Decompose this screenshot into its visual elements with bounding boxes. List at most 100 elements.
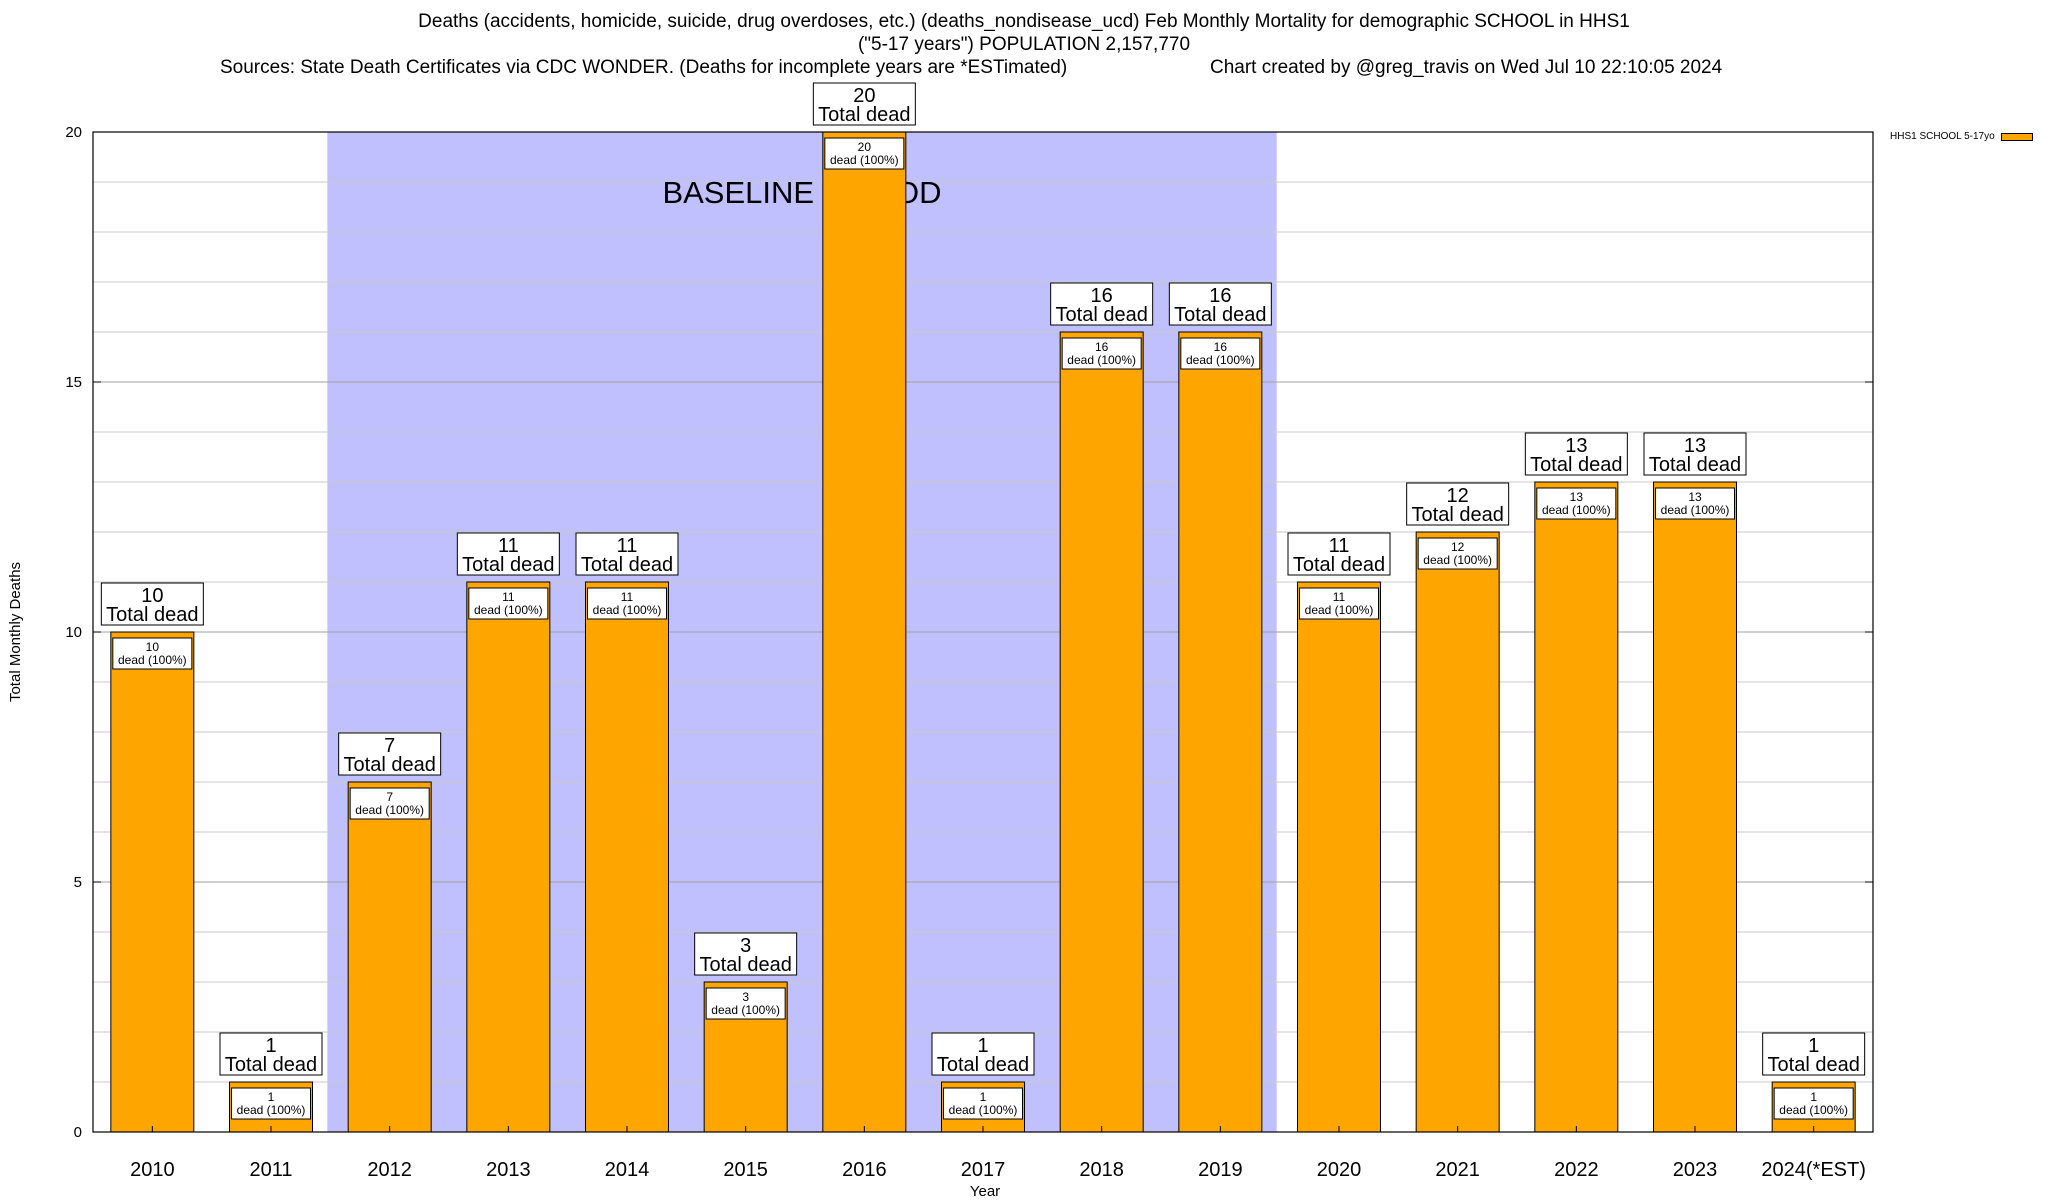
bar-inner-percent-label: dead (100%) [711,1003,780,1017]
bar-2018 [1059,331,1144,1133]
bar-total-label-box [812,82,916,126]
bar-inner-value: 13 [1570,490,1584,504]
plot-frame [92,131,1874,1133]
bar-total-value: 13 [1684,435,1706,457]
legend: HHS1 SCHOOL 5-17yo [1890,131,2033,142]
bar-total-dead-label: Total dead [1293,554,1385,576]
bar-total-dead-label: Total dead [1412,504,1504,526]
bar-2010 [110,631,195,1133]
bar-total-dead-label: Total dead [1649,454,1741,476]
bar-total-value: 12 [1447,485,1469,507]
bar-inner-value: 11 [1333,590,1346,604]
y-tick-label: 10 [65,624,82,641]
bar-total-dead-label: Total dead [344,754,436,776]
bar-total-value: 3 [740,935,751,957]
bar-inner-value: 16 [1214,340,1228,354]
bar-total-label-box [456,532,560,576]
bar-inner-percent-label: dead (100%) [1661,503,1730,517]
bar-inner-label-box [824,137,905,170]
bar-total-label-box [1524,432,1628,476]
bar-inner-label-box [231,1087,311,1120]
x-tick-label: 2017 [961,1159,1006,1181]
bar-inner-value: 16 [1095,340,1109,354]
chart-title: Deaths (accidents, homicide, suicide, dr… [418,11,1630,32]
bar-total-value: 1 [1808,1035,1819,1057]
bar-inner-percent-label: dead (100%) [949,1103,1018,1117]
bar-inner-label-box [468,587,549,620]
y-tick-label: 5 [74,874,82,891]
bar-inner-value: 3 [742,990,749,1004]
chart-sources: Sources: State Death Certificates via CD… [220,57,1068,78]
bar-inner-percent-label: dead (100%) [1067,353,1136,367]
bar-total-label-box [338,732,442,776]
bar-inner-value: 10 [146,640,160,654]
bar-inner-percent-label: dead (100%) [1186,353,1255,367]
bar-inner-label-box [1417,537,1498,570]
bar-inner-percent-label: dead (100%) [1779,1103,1848,1117]
bar-inner-percent-label: dead (100%) [118,653,187,667]
x-tick-label: 2014 [605,1159,650,1181]
bar-2021 [1415,531,1500,1133]
bar-total-value: 1 [977,1035,988,1057]
bar-inner-percent-label: dead (100%) [237,1103,306,1117]
bar-inner-label-box [349,787,430,820]
bar-total-label-box [1406,482,1510,526]
bar-inner-label-box [1180,337,1261,370]
bar-inner-label-box [705,987,786,1020]
bar-inner-percent-label: dead (100%) [1542,503,1611,517]
bar-total-value: 10 [141,585,163,607]
bar-inner-percent-label: dead (100%) [355,803,424,817]
legend-swatch [2000,132,2033,141]
bar-inner-value: 13 [1688,490,1702,504]
x-tick-label: 2016 [842,1159,887,1181]
bar-2014 [585,581,669,1133]
bar-total-label-box [694,932,798,976]
x-tick-label: 2024(*EST) [1761,1159,1866,1181]
bar-total-dead-label: Total dead [462,554,554,576]
x-tick-label: 2020 [1317,1159,1362,1181]
x-tick-label: 2023 [1673,1159,1718,1181]
y-axis-title: Total Monthly Deaths [7,562,24,702]
x-tick-label: 2013 [486,1159,531,1181]
bar-total-dead-label: Total dead [225,1054,317,1076]
bar-total-value: 11 [498,535,519,557]
bar-total-label-box [100,582,204,626]
bar-total-value: 20 [853,85,875,107]
x-tick-label: 2022 [1554,1159,1599,1181]
bar-total-label-box [1643,432,1747,476]
bar-inner-label-box [943,1087,1023,1120]
bar-total-label-box [219,1032,323,1076]
bar-inner-label-box [1061,337,1142,370]
bar-total-dead-label: Total dead [1174,304,1266,326]
bar-total-label-box [1762,1032,1866,1076]
bar-total-value: 11 [1329,535,1350,557]
bar-2013 [466,581,551,1133]
bar-inner-label-box [112,637,193,670]
bar-total-label-box [1287,532,1391,576]
bar-total-value: 16 [1209,285,1231,307]
bar-inner-label-box [1773,1087,1854,1120]
bar-inner-value: 1 [268,1090,275,1104]
bar-2020 [1297,581,1381,1133]
bar-total-label-box [1050,282,1154,326]
x-tick-label: 2010 [130,1159,175,1181]
bar-total-dead-label: Total dead [818,104,910,126]
bar-total-value: 13 [1565,435,1587,457]
bar-total-label-box [1168,282,1272,326]
bar-inner-value: 7 [386,790,393,804]
bar-total-dead-label: Total dead [700,954,792,976]
bar-total-label-box [931,1032,1035,1076]
bar-inner-value: 12 [1451,540,1465,554]
bar-inner-label-box [1655,487,1735,520]
bar-inner-percent-label: dead (100%) [593,603,662,617]
x-tick-label: 2011 [249,1159,292,1181]
chart-subtitle: ("5-17 years") POPULATION 2,157,770 [857,34,1191,55]
bar-inner-value: 1 [980,1090,987,1104]
bar-total-dead-label: Total dead [937,1054,1029,1076]
bar-total-value: 16 [1091,285,1113,307]
y-tick-label: 15 [65,374,82,391]
x-tick-label: 2019 [1198,1159,1243,1181]
bar-total-dead-label: Total dead [1530,454,1622,476]
bar-inner-label-box [1299,587,1379,620]
